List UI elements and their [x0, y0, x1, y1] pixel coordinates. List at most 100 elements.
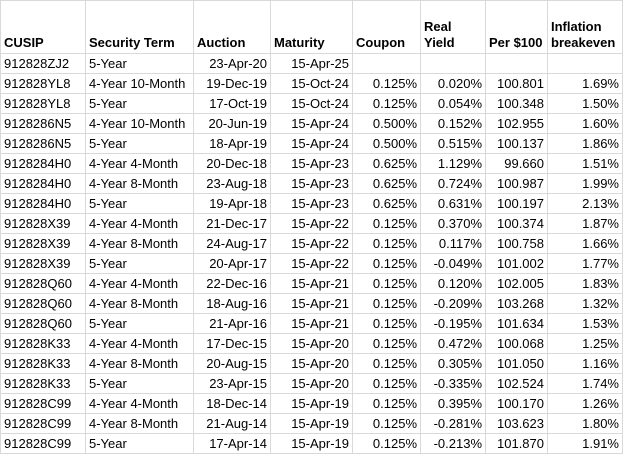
table-cell: 0.125% [352, 433, 421, 454]
table-cell: 1.69% [547, 73, 623, 94]
header-cell: Real Yield [420, 0, 486, 54]
table-cell: 0.125% [352, 273, 421, 294]
table-row: 912828C99 5-Year 17-Apr-14 15-Apr-19 0.125% -… [0, 433, 623, 454]
table-cell: 102.955 [485, 113, 548, 134]
header-cell: Coupon [352, 0, 421, 54]
table-cell: 0.125% [352, 393, 421, 414]
table-cell: 0.625% [352, 193, 421, 214]
table-cell: 912828X39 [0, 233, 86, 254]
table-cell: 912828C99 [0, 433, 86, 454]
table-cell: 15-Apr-19 [270, 413, 353, 434]
table-cell: 0.125% [352, 413, 421, 434]
table-cell: -0.195% [420, 313, 486, 334]
table-cell: 1.77% [547, 253, 623, 274]
table-cell: 15-Oct-24 [270, 73, 353, 94]
table-row: 9128284H0 4-Year 8-Month 23-Aug-18 15-Apr-2… [0, 173, 623, 194]
table-cell: 21-Dec-17 [193, 213, 271, 234]
table-cell: 0.500% [352, 113, 421, 134]
table-cell: 5-Year [85, 373, 194, 394]
table-cell: 4-Year 4-Month [85, 393, 194, 414]
table-cell: 101.870 [485, 433, 548, 454]
table-cell: 4-Year 4-Month [85, 333, 194, 354]
table-cell: 1.83% [547, 273, 623, 294]
table-cell: 100.758 [485, 233, 548, 254]
header-row: CUSIP Security Term Auction Maturity Coupon R… [0, 0, 623, 54]
table-cell: 15-Apr-21 [270, 273, 353, 294]
table-cell: 17-Dec-15 [193, 333, 271, 354]
table-cell: 23-Aug-18 [193, 173, 271, 194]
table-cell: 4-Year 8-Month [85, 353, 194, 374]
table-body: 912828ZJ2 5-Year 23-Apr-20 15-Apr-25 912828Y… [0, 53, 623, 454]
table-cell: 101.002 [485, 253, 548, 274]
table-cell: 9128284H0 [0, 153, 86, 174]
table-cell: 15-Apr-23 [270, 173, 353, 194]
table-cell: 15-Apr-22 [270, 253, 353, 274]
table-cell: 1.53% [547, 313, 623, 334]
table-cell: 0.500% [352, 133, 421, 154]
table-cell: 5-Year [85, 253, 194, 274]
table-cell: 20-Dec-18 [193, 153, 271, 174]
table-cell: 15-Apr-24 [270, 133, 353, 154]
table-cell: 5-Year [85, 53, 194, 74]
table-row: 912828K33 5-Year 23-Apr-15 15-Apr-20 0.125% -… [0, 373, 623, 394]
table-cell: 100.068 [485, 333, 548, 354]
table-row: 912828K33 4-Year 8-Month 20-Aug-15 15-Apr-2… [0, 353, 623, 374]
table-cell: 0.724% [420, 173, 486, 194]
header-text: Inflation [551, 19, 602, 34]
table-cell: 1.87% [547, 213, 623, 234]
table-row: 912828YL8 4-Year 10-Month 19-Dec-19 15-Oct-… [0, 73, 623, 94]
table-cell: 0.631% [420, 193, 486, 214]
table-cell: 15-Oct-24 [270, 93, 353, 114]
table-cell: 4-Year 8-Month [85, 233, 194, 254]
table-cell: 1.26% [547, 393, 623, 414]
table-cell: 101.634 [485, 313, 548, 334]
table-cell: 0.120% [420, 273, 486, 294]
table-row: 912828K33 4-Year 4-Month 17-Dec-15 15-Apr-2… [0, 333, 623, 354]
header-cell: Auction [193, 0, 271, 54]
table-cell: 23-Apr-15 [193, 373, 271, 394]
table-cell: 100.801 [485, 73, 548, 94]
table-cell: -0.335% [420, 373, 486, 394]
table-cell: 0.305% [420, 353, 486, 374]
table-row: 912828Q60 4-Year 4-Month 22-Dec-16 15-Apr-2… [0, 273, 623, 294]
table-cell: 912828Q60 [0, 313, 86, 334]
table-cell: -0.049% [420, 253, 486, 274]
table-cell: 0.125% [352, 353, 421, 374]
header-cell: Security Term [85, 0, 194, 54]
table-cell: 15-Apr-21 [270, 313, 353, 334]
table-cell [420, 53, 486, 74]
table-row: 912828X39 4-Year 4-Month 21-Dec-17 15-Apr-2… [0, 213, 623, 234]
table-cell: 15-Apr-19 [270, 393, 353, 414]
table-cell: 17-Apr-14 [193, 433, 271, 454]
table-cell: 99.660 [485, 153, 548, 174]
table-cell: 4-Year 8-Month [85, 173, 194, 194]
header-text: Security Term [89, 35, 175, 50]
table-cell: 100.348 [485, 93, 548, 114]
table-cell: 23-Apr-20 [193, 53, 271, 74]
table-cell: 1.99% [547, 173, 623, 194]
table-cell: 5-Year [85, 313, 194, 334]
table-cell: 5-Year [85, 433, 194, 454]
table-cell: 912828K33 [0, 373, 86, 394]
table-cell: 1.51% [547, 153, 623, 174]
table-cell: 21-Aug-14 [193, 413, 271, 434]
table-cell: 15-Apr-20 [270, 353, 353, 374]
table-cell: 19-Apr-18 [193, 193, 271, 214]
table-cell: -0.213% [420, 433, 486, 454]
table-cell: 1.60% [547, 113, 623, 134]
table-cell: 4-Year 4-Month [85, 213, 194, 234]
table-cell: 1.74% [547, 373, 623, 394]
table-cell: 100.137 [485, 133, 548, 154]
table-cell: 15-Apr-23 [270, 193, 353, 214]
header-text: Maturity [274, 35, 325, 50]
table-cell: 0.125% [352, 333, 421, 354]
header-text: Yield [424, 35, 455, 50]
table-row: 912828YL8 5-Year 17-Oct-19 15-Oct-24 0.125% 0… [0, 93, 623, 114]
table-cell: 4-Year 8-Month [85, 413, 194, 434]
table-cell: 15-Apr-23 [270, 153, 353, 174]
table-cell: 15-Apr-20 [270, 333, 353, 354]
table-cell: 15-Apr-24 [270, 113, 353, 134]
table-cell: 4-Year 4-Month [85, 273, 194, 294]
table-cell: 18-Aug-16 [193, 293, 271, 314]
table-cell: 0.125% [352, 293, 421, 314]
